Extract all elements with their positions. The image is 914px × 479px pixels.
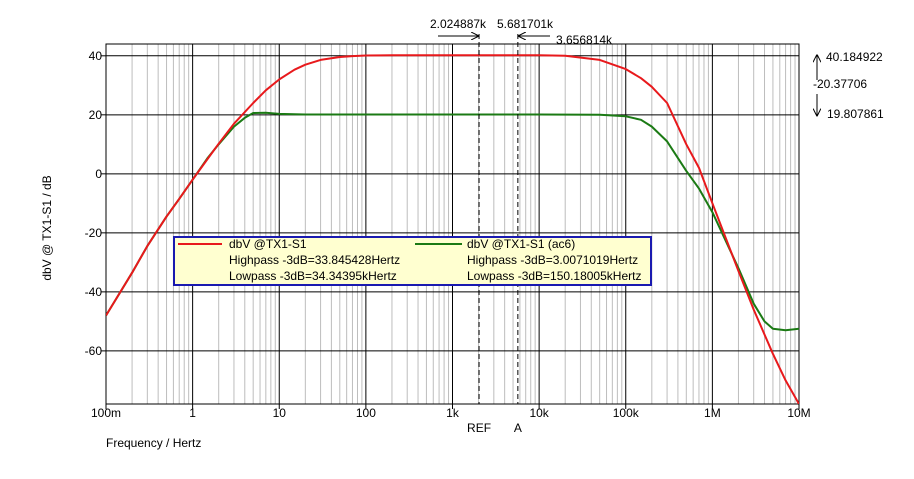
x-tick-label: 1k: [446, 406, 460, 420]
x-tick-label: 10k: [529, 406, 549, 420]
x-tick-label: 1M: [704, 406, 721, 420]
y-bottom-value: 19.807861: [827, 107, 884, 121]
cursor-delta-value: 3.656814k: [556, 33, 613, 47]
x-tick-label: 100m: [91, 406, 121, 420]
x-axis-label: Frequency / Hertz: [106, 436, 201, 450]
x-tick-label: 10M: [787, 406, 810, 420]
series-lines: [106, 54, 799, 404]
x-tick-label: 1: [189, 406, 196, 420]
cursor-ref-label[interactable]: REF: [467, 421, 491, 435]
y-tick-label: -60: [85, 344, 103, 358]
x-tick-label: 10: [273, 406, 287, 420]
legend-series-2-highpass: Highpass -3dB=3.0071019Hertz: [467, 253, 638, 267]
y-tick-label: 40: [89, 49, 103, 63]
legend-series-2-lowpass: Lowpass -3dB=150.18005kHertz: [467, 269, 641, 283]
x-tick-label: 100k: [613, 406, 640, 420]
y-top-value: 40.184922: [826, 50, 883, 64]
series-line-red: [106, 54, 799, 404]
y-tick-label: 20: [89, 108, 103, 122]
legend-box: [173, 236, 652, 286]
legend-series-2-name: dbV @TX1-S1 (ac6): [467, 237, 575, 251]
cursor-a-label[interactable]: A: [514, 421, 522, 435]
y-tick-label: -40: [85, 285, 103, 299]
y-tick-label: 0: [95, 167, 102, 181]
axis-ticks: 100m 1 10 100 1k 10k 100k 1M 10M 40 20 0 -20 -40 -60: [85, 49, 811, 420]
chart-legend: dbV @TX1-S1 Highpass -3dB=33.845428Hertz…: [173, 236, 652, 286]
legend-series-1-highpass: Highpass -3dB=33.845428Hertz: [229, 253, 400, 267]
cursor-ref-value: 2.024887k: [430, 17, 487, 31]
y-tick-label: -20: [85, 226, 103, 240]
legend-series-1-lowpass: Lowpass -3dB=34.34395kHertz: [229, 269, 397, 283]
x-tick-label: 100: [356, 406, 376, 420]
legend-series-1-name: dbV @TX1-S1: [229, 237, 307, 251]
y-axis-label: dbV @ TX1-S1 / dB: [40, 175, 54, 280]
plot-grid: [105, 44, 799, 404]
y-diff-value: -20.37706: [813, 77, 867, 91]
cursor-a-value: 5.681701k: [497, 17, 554, 31]
